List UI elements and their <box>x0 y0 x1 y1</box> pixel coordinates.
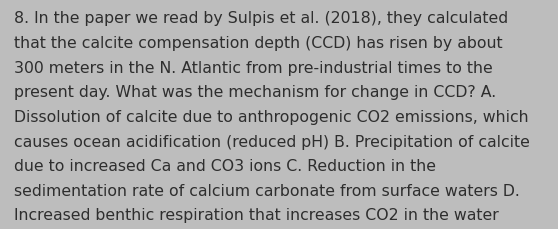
Text: causes ocean acidification (reduced pH) B. Precipitation of calcite: causes ocean acidification (reduced pH) … <box>14 134 530 149</box>
Text: 300 meters in the N. Atlantic from pre-industrial times to the: 300 meters in the N. Atlantic from pre-i… <box>14 60 493 75</box>
Text: that the calcite compensation depth (CCD) has risen by about: that the calcite compensation depth (CCD… <box>14 36 503 51</box>
Text: present day. What was the mechanism for change in CCD? A.: present day. What was the mechanism for … <box>14 85 496 100</box>
Text: Increased benthic respiration that increases CO2 in the water: Increased benthic respiration that incre… <box>14 207 499 222</box>
Text: sedimentation rate of calcium carbonate from surface waters D.: sedimentation rate of calcium carbonate … <box>14 183 520 198</box>
Text: due to increased Ca and CO3 ions C. Reduction in the: due to increased Ca and CO3 ions C. Redu… <box>14 158 436 173</box>
Text: 8. In the paper we read by Sulpis et al. (2018), they calculated: 8. In the paper we read by Sulpis et al.… <box>14 11 508 26</box>
Text: Dissolution of calcite due to anthropogenic CO2 emissions, which: Dissolution of calcite due to anthropoge… <box>14 109 528 124</box>
